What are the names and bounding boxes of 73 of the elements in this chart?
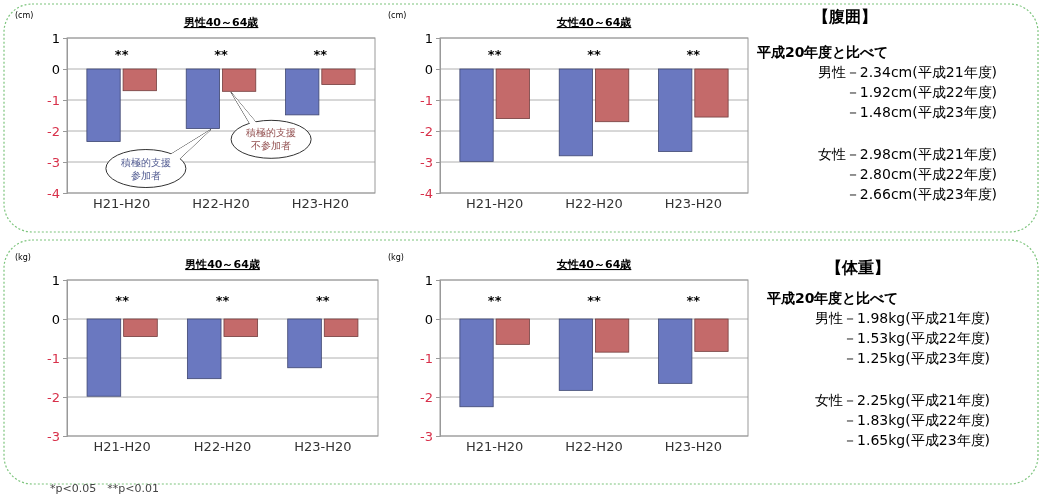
- annotation: **: [587, 292, 601, 308]
- text: －1.92cm(平成22年度): [845, 84, 997, 100]
- y-tick-label: 0: [424, 311, 433, 327]
- text: －1.25kg(平成23年度): [843, 350, 990, 366]
- text: 男性－2.34cm(平成21年度): [817, 64, 997, 80]
- text: －1.48cm(平成23年度): [845, 104, 997, 120]
- y-tick-label: -4: [420, 185, 433, 201]
- y-tick-label: -2: [47, 123, 60, 139]
- text: 【体重】: [826, 258, 890, 277]
- text: 平成20年度と比べて: [756, 44, 889, 60]
- x-tick-label: H23-H20: [294, 439, 352, 455]
- y-tick-label: -2: [47, 389, 60, 405]
- y-axis-title: (cm): [388, 11, 407, 20]
- chart-title: 女性40～64歳: [555, 258, 632, 271]
- text: 男性－1.98kg(平成21年度): [815, 310, 990, 326]
- annotation: **: [587, 46, 601, 62]
- text: 積極的支援不参加者: [246, 127, 297, 152]
- chart-title: 男性40～64歳: [182, 16, 259, 29]
- y-axis-title: (cm): [15, 11, 34, 20]
- x-tick-label: H22-H20: [565, 196, 623, 212]
- x-tick-label: H21-H20: [93, 439, 151, 455]
- y-tick-label: -1: [47, 92, 60, 108]
- annotation: **: [686, 46, 701, 62]
- y-tick-label: 1: [424, 272, 433, 288]
- annotation: **: [316, 292, 330, 308]
- y-tick-label: -3: [47, 154, 60, 170]
- y-tick-label: 0: [51, 61, 60, 77]
- x-tick-label: H21-H20: [465, 439, 524, 455]
- x-tick-label: H23-H20: [291, 196, 350, 212]
- y-tick-label: -2: [420, 123, 433, 139]
- y-tick-label: -3: [420, 154, 433, 170]
- y-tick-label: 0: [424, 61, 433, 77]
- text: －2.66cm(平成23年度): [845, 186, 997, 202]
- chart-title: 男性40～64歳: [184, 258, 260, 271]
- y-tick-label: 1: [424, 30, 433, 46]
- y-tick-label: 1: [51, 272, 60, 288]
- text: －1.83kg(平成22年度): [843, 412, 990, 428]
- series-label: 積極的支援参加者: [120, 156, 171, 181]
- y-tick-label: -1: [47, 350, 60, 366]
- y-tick-label: -3: [420, 428, 433, 444]
- text: 【腹囲】: [813, 7, 877, 26]
- y-tick-label: -1: [420, 92, 433, 108]
- y-tick-label: -4: [47, 185, 60, 201]
- annotation: **: [487, 46, 502, 62]
- y-axis-title: (kg): [15, 253, 31, 262]
- x-tick-label: H22-H20: [193, 439, 252, 455]
- x-tick-label: H21-H20: [465, 196, 524, 212]
- y-tick-label: -3: [47, 428, 60, 444]
- annotation: **: [686, 292, 701, 308]
- y-tick-label: -1: [420, 350, 433, 366]
- x-tick-label: H23-H20: [664, 196, 723, 212]
- annotation: **: [215, 292, 230, 308]
- text: *p<0.05 **p<0.01: [50, 482, 159, 495]
- annotation: **: [114, 46, 129, 62]
- chart-title: 女性40～64歳: [555, 16, 632, 29]
- x-tick-label: H22-H20: [192, 196, 250, 212]
- text: 女性－2.98cm(平成21年度): [817, 146, 997, 162]
- annotation: **: [115, 292, 130, 308]
- text: －1.65kg(平成23年度): [843, 432, 990, 448]
- y-axis-title: (kg): [388, 253, 404, 262]
- annotation: **: [214, 46, 228, 62]
- annotation: **: [313, 46, 328, 62]
- y-tick-label: 0: [51, 311, 60, 327]
- y-tick-label: 1: [51, 30, 60, 46]
- text: 平成20年度と比べて: [766, 290, 899, 306]
- y-tick-label: -2: [420, 389, 433, 405]
- text: －2.80cm(平成22年度): [845, 166, 997, 182]
- text: －1.53kg(平成22年度): [843, 330, 990, 346]
- text: 女性－2.25kg(平成21年度): [815, 392, 990, 408]
- x-tick-label: H21-H20: [92, 196, 151, 212]
- x-tick-label: H23-H20: [664, 439, 723, 455]
- annotation: **: [487, 292, 502, 308]
- x-tick-label: H22-H20: [565, 439, 623, 455]
